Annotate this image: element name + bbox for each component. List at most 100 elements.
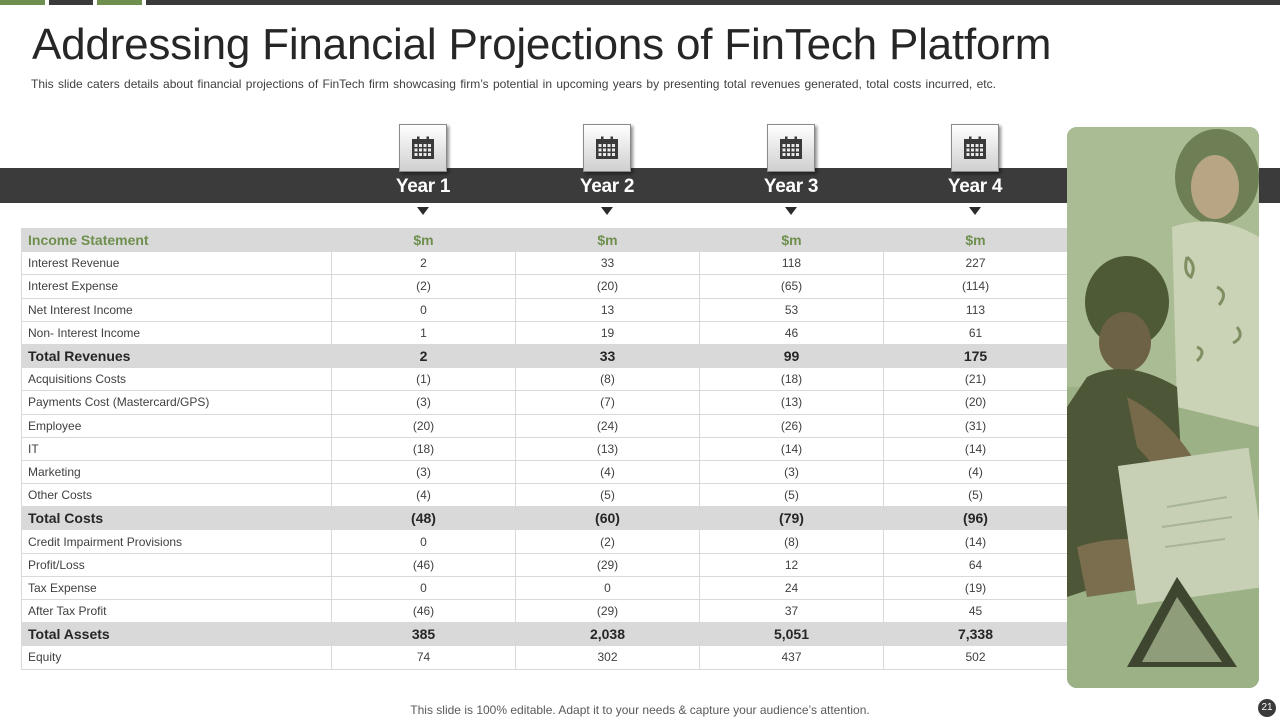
value-cell: (29) (515, 552, 700, 577)
table-row: Credit Impairment Provisions 0 (2) (8) (14) (21, 529, 1068, 554)
year-label: Year 1 (395, 176, 451, 197)
value-cell: 227 (883, 251, 1068, 276)
table-row: Non- Interest Income 1 19 46 61 (21, 320, 1068, 345)
row-label-cell: After Tax Profit (21, 598, 332, 624)
page-number-badge: 21 (1258, 699, 1276, 717)
value-cell: (60) (515, 506, 700, 531)
value-cell: (20) (515, 274, 700, 299)
slide-footer: This slide is 100% editable. Adapt it to… (410, 703, 870, 717)
calendar-icon (951, 124, 999, 172)
table-row: Employee (20) (24) (26) (31) (21, 413, 1068, 438)
value-cell: 24 (699, 575, 884, 601)
row-label-cell: Non- Interest Income (21, 320, 332, 345)
table-row: Other Costs (4) (5) (5) (5) (21, 483, 1068, 508)
value-cell: (18) (331, 436, 516, 461)
value-cell: 0 (331, 529, 516, 554)
value-cell: (13) (515, 436, 700, 461)
table-row: IT (18) (13) (14) (14) (21, 436, 1068, 461)
row-label-cell: Credit Impairment Provisions (21, 529, 332, 554)
slide-subtitle: This slide caters details about financia… (31, 77, 996, 91)
table-row: Equity 74 302 437 502 (21, 645, 1068, 670)
value-cell: 5,051 (699, 622, 884, 647)
table-total-row: Total Costs (48) (60) (79) (96) (21, 506, 1068, 531)
value-cell: (14) (883, 436, 1068, 461)
top-accent-segment (0, 0, 45, 5)
value-cell: 46 (699, 320, 884, 345)
value-cell: 2 (331, 251, 516, 276)
top-accent-gap (93, 0, 97, 5)
value-cell: (96) (883, 506, 1068, 531)
table-total-row: Total Revenues 2 33 99 175 (21, 343, 1068, 369)
value-cell: (46) (331, 552, 516, 577)
year-label: Year 4 (947, 176, 1003, 197)
value-cell: (18) (699, 367, 884, 392)
value-cell: 1 (331, 320, 516, 345)
value-cell: (2) (331, 274, 516, 299)
value-cell: 0 (331, 297, 516, 322)
value-cell: (114) (883, 274, 1068, 299)
table-row: Acquisitions Costs (1) (8) (18) (21) (21, 367, 1068, 392)
value-cell: (24) (515, 413, 700, 438)
financial-table: Income Statement $m $m $m $m Interest Revenue… (21, 227, 1068, 670)
down-triangle-icon (785, 207, 797, 215)
value-cell: 0 (331, 575, 516, 601)
value-cell: (19) (883, 575, 1068, 601)
value-cell: (5) (883, 483, 1068, 508)
value-cell: 99 (699, 343, 884, 369)
header-unit-cell: $m (515, 227, 700, 253)
calendar-icon (399, 124, 447, 172)
value-cell: 33 (515, 343, 700, 369)
slide-title: Addressing Financial Projections of FinT… (32, 20, 1052, 69)
year-header-band (0, 168, 1280, 203)
value-cell: (5) (515, 483, 700, 508)
value-cell: 13 (515, 297, 700, 322)
header-label-cell: Income Statement (21, 227, 332, 253)
calendar-icon (767, 124, 815, 172)
table-row: Net Interest Income 0 13 53 113 (21, 297, 1068, 322)
value-cell: 53 (699, 297, 884, 322)
value-cell: (5) (699, 483, 884, 508)
header-unit-cell: $m (883, 227, 1068, 253)
row-label-cell: Total Assets (21, 622, 332, 647)
value-cell: 64 (883, 552, 1068, 577)
value-cell: 437 (699, 645, 884, 670)
value-cell: (1) (331, 367, 516, 392)
value-cell: (14) (699, 436, 884, 461)
row-label-cell: Total Revenues (21, 343, 332, 369)
value-cell: 302 (515, 645, 700, 670)
year-label: Year 2 (579, 176, 635, 197)
row-label-cell: IT (21, 436, 332, 461)
value-cell: 45 (883, 598, 1068, 624)
row-label-cell: Acquisitions Costs (21, 367, 332, 392)
row-label-cell: Employee (21, 413, 332, 438)
value-cell: (13) (699, 390, 884, 415)
value-cell: 385 (331, 622, 516, 647)
down-triangle-icon (969, 207, 981, 215)
header-unit-cell: $m (699, 227, 884, 253)
row-label-cell: Payments Cost (Mastercard/GPS) (21, 390, 332, 415)
value-cell: 19 (515, 320, 700, 345)
value-cell: (14) (883, 529, 1068, 554)
table-row: Profit/Loss (46) (29) 12 64 (21, 552, 1068, 577)
top-accent-segment (97, 0, 142, 5)
value-cell: (65) (699, 274, 884, 299)
table-row: Interest Expense (2) (20) (65) (114) (21, 274, 1068, 299)
top-accent-gap (45, 0, 49, 5)
year-label: Year 3 (763, 176, 819, 197)
top-accent-bar (0, 0, 1280, 5)
row-label-cell: Interest Expense (21, 274, 332, 299)
down-triangle-icon (601, 207, 613, 215)
row-label-cell: Equity (21, 645, 332, 670)
table-row: After Tax Profit (46) (29) 37 45 (21, 598, 1068, 624)
top-accent-segment (49, 0, 93, 5)
team-photo (1067, 127, 1259, 688)
table-row: Payments Cost (Mastercard/GPS) (3) (7) (13)… (21, 390, 1068, 415)
year-header-4: Year 4 (925, 124, 1025, 224)
row-label-cell: Other Costs (21, 483, 332, 508)
table-row: Interest Revenue 2 33 118 227 (21, 251, 1068, 276)
top-accent-gap (142, 0, 146, 5)
value-cell: 33 (515, 251, 700, 276)
value-cell: 502 (883, 645, 1068, 670)
value-cell: (20) (883, 390, 1068, 415)
value-cell: (29) (515, 598, 700, 624)
